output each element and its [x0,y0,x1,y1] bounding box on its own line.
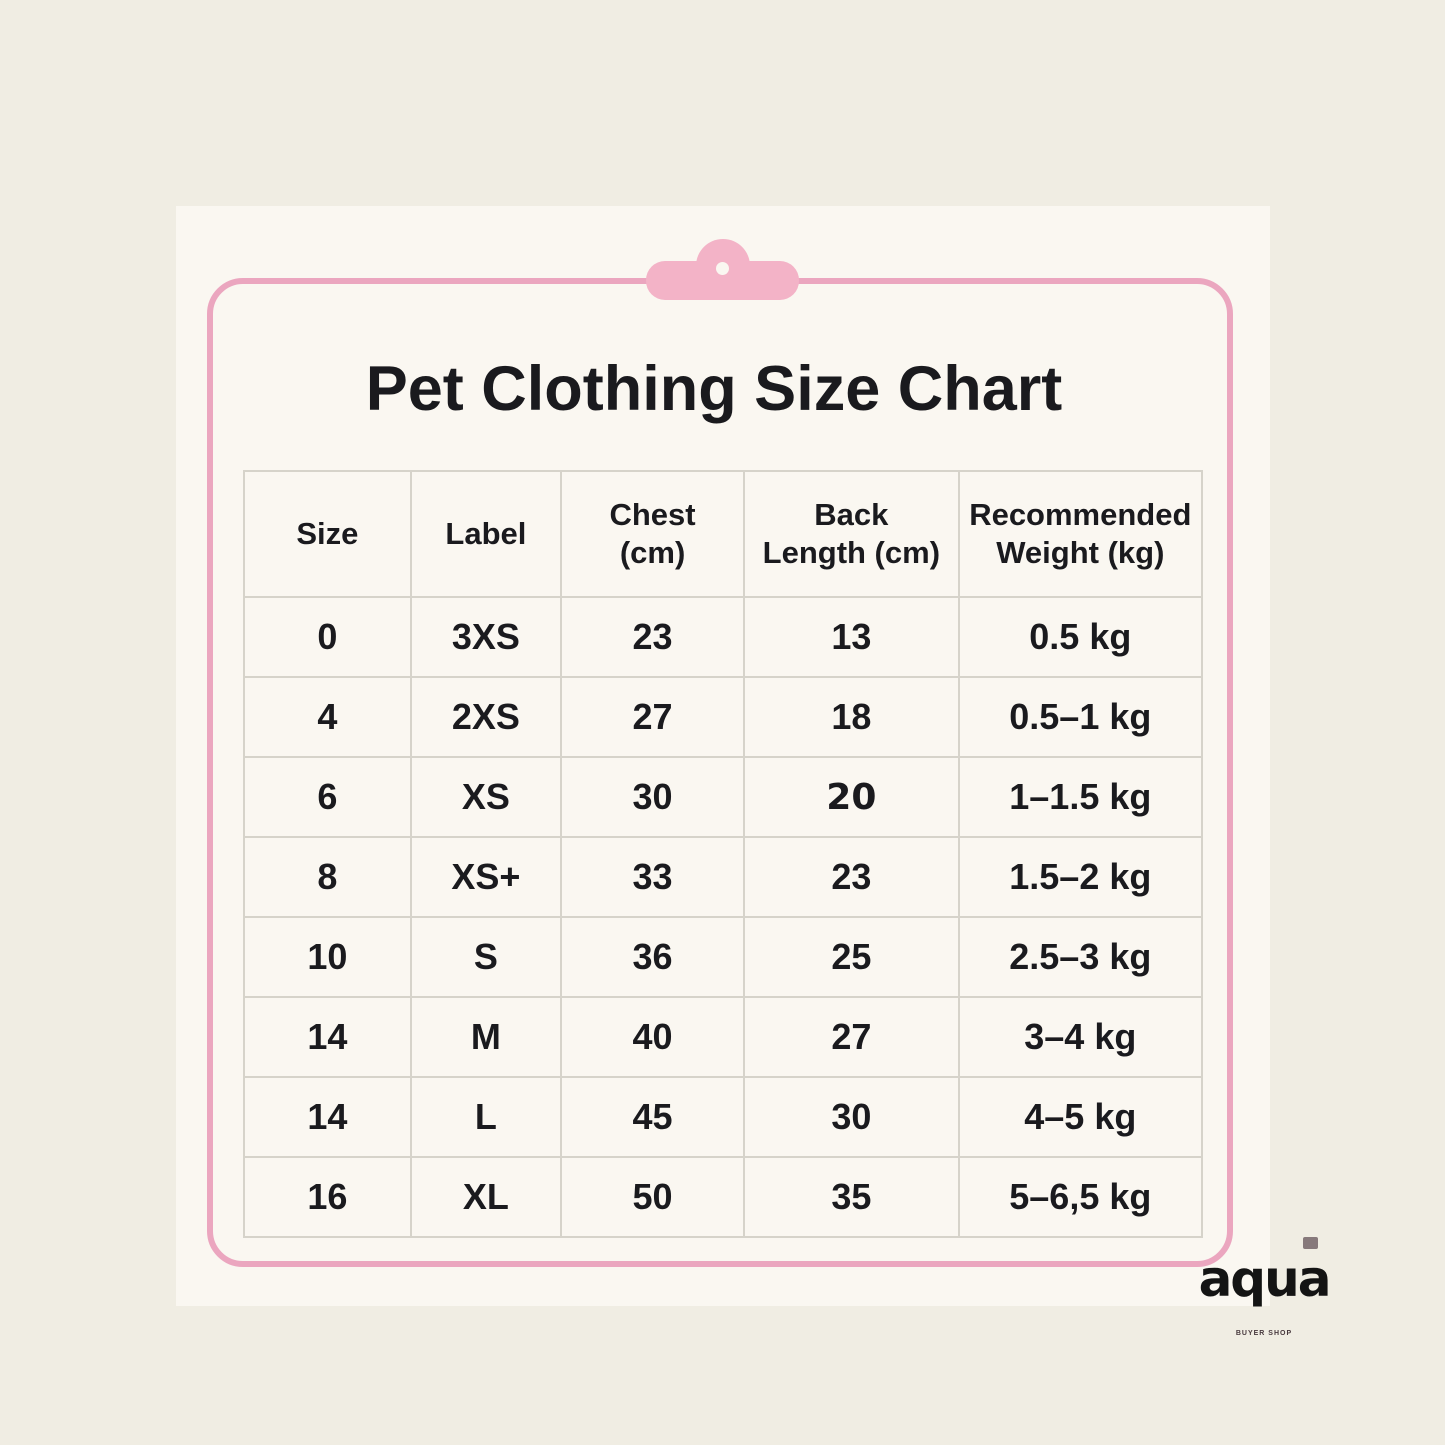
table-cell: 45 [560,1076,746,1158]
table-cell: 8 [243,836,412,918]
table-cell: 20 [743,756,960,838]
header-label: Label [409,470,563,598]
table-cell: L [409,1076,563,1158]
table-cell: 10 [243,916,412,998]
table-cell: S [409,916,563,998]
table-cell: 0 [243,596,412,678]
table-cell: 40 [560,996,746,1078]
page-title: Pet Clothing Size Chart [365,354,1063,424]
header-label: Chest [609,497,696,533]
table-header-row: Size Label Chest (cm) Back Length (cm) Rec… [243,470,1204,598]
table-cell: 6 [243,756,412,838]
table-cell: XL [409,1156,563,1238]
header-back-length: Back Length (cm) [743,470,960,598]
table-cell: 33 [560,836,746,918]
header-label: Size [296,516,359,552]
table-row: 14 M 40 27 3–4 kg [243,996,1204,1078]
table-cell: XS [409,756,563,838]
header-size: Size [243,470,412,598]
header-label: Back [814,497,889,533]
header-label: Label [445,516,527,552]
brand-logo-text: aqua [1198,1250,1332,1308]
table-row: 16 XL 50 35 5–6,5 kg [243,1156,1204,1238]
table-cell: 27 [743,996,960,1078]
header-recommended-weight: Recommended Weight (kg) [957,470,1204,598]
header-label-line2: Length (cm) [762,535,941,570]
table-cell: 5–6,5 kg [957,1156,1204,1238]
stamp-mark-icon [1303,1237,1318,1249]
table-cell: 30 [560,756,746,838]
table-cell: 18 [743,676,960,758]
table-row: 6 XS 30 20 1–1.5 kg [243,756,1204,838]
table-row: 0 3XS 23 13 0.5 kg [243,596,1204,678]
table-cell: 1.5–2 kg [957,836,1204,918]
table-cell: 3XS [409,596,563,678]
table-cell: 3–4 kg [957,996,1204,1078]
table-cell: 23 [560,596,746,678]
table-cell: 4–5 kg [957,1076,1204,1158]
table-cell: 14 [243,1076,412,1158]
table-cell: M [409,996,563,1078]
header-label: Recommended [969,497,1192,533]
table-cell: 36 [560,916,746,998]
table-row: 8 XS+ 33 23 1.5–2 kg [243,836,1204,918]
table-cell: 16 [243,1156,412,1238]
table-row: 10 S 36 25 2.5–3 kg [243,916,1204,998]
header-chest: Chest (cm) [560,470,746,598]
table-row: 14 L 45 30 4–5 kg [243,1076,1204,1158]
size-chart-table: Size Label Chest (cm) Back Length (cm) Rec… [243,470,1204,1238]
table-cell: 50 [560,1156,746,1238]
clip-hole-icon [716,262,729,275]
table-cell: 0.5–1 kg [957,676,1204,758]
table-cell: 13 [743,596,960,678]
table-cell: 1–1.5 kg [957,756,1204,838]
header-label-line2: Weight (kg) [996,535,1165,570]
header-label-line2: (cm) [619,535,686,570]
table-cell: 25 [743,916,960,998]
table-row: 4 2XS 27 18 0.5–1 kg [243,676,1204,758]
table-cell: 23 [743,836,960,918]
table-cell: 0.5 kg [957,596,1204,678]
table-cell: 2XS [409,676,563,758]
table-cell: 35 [743,1156,960,1238]
table-cell: 2.5–3 kg [957,916,1204,998]
table-cell: 30 [743,1076,960,1158]
table-cell: 4 [243,676,412,758]
table-cell: XS+ [409,836,563,918]
size-chart-panel: Pet Clothing Size Chart Size Label Chest… [176,206,1270,1306]
brand-logo: aqua BUYER SHOP [1185,1232,1343,1337]
table-cell: 14 [243,996,412,1078]
brand-logo-subtext: BUYER SHOP [1235,1330,1293,1337]
table-cell: 27 [560,676,746,758]
